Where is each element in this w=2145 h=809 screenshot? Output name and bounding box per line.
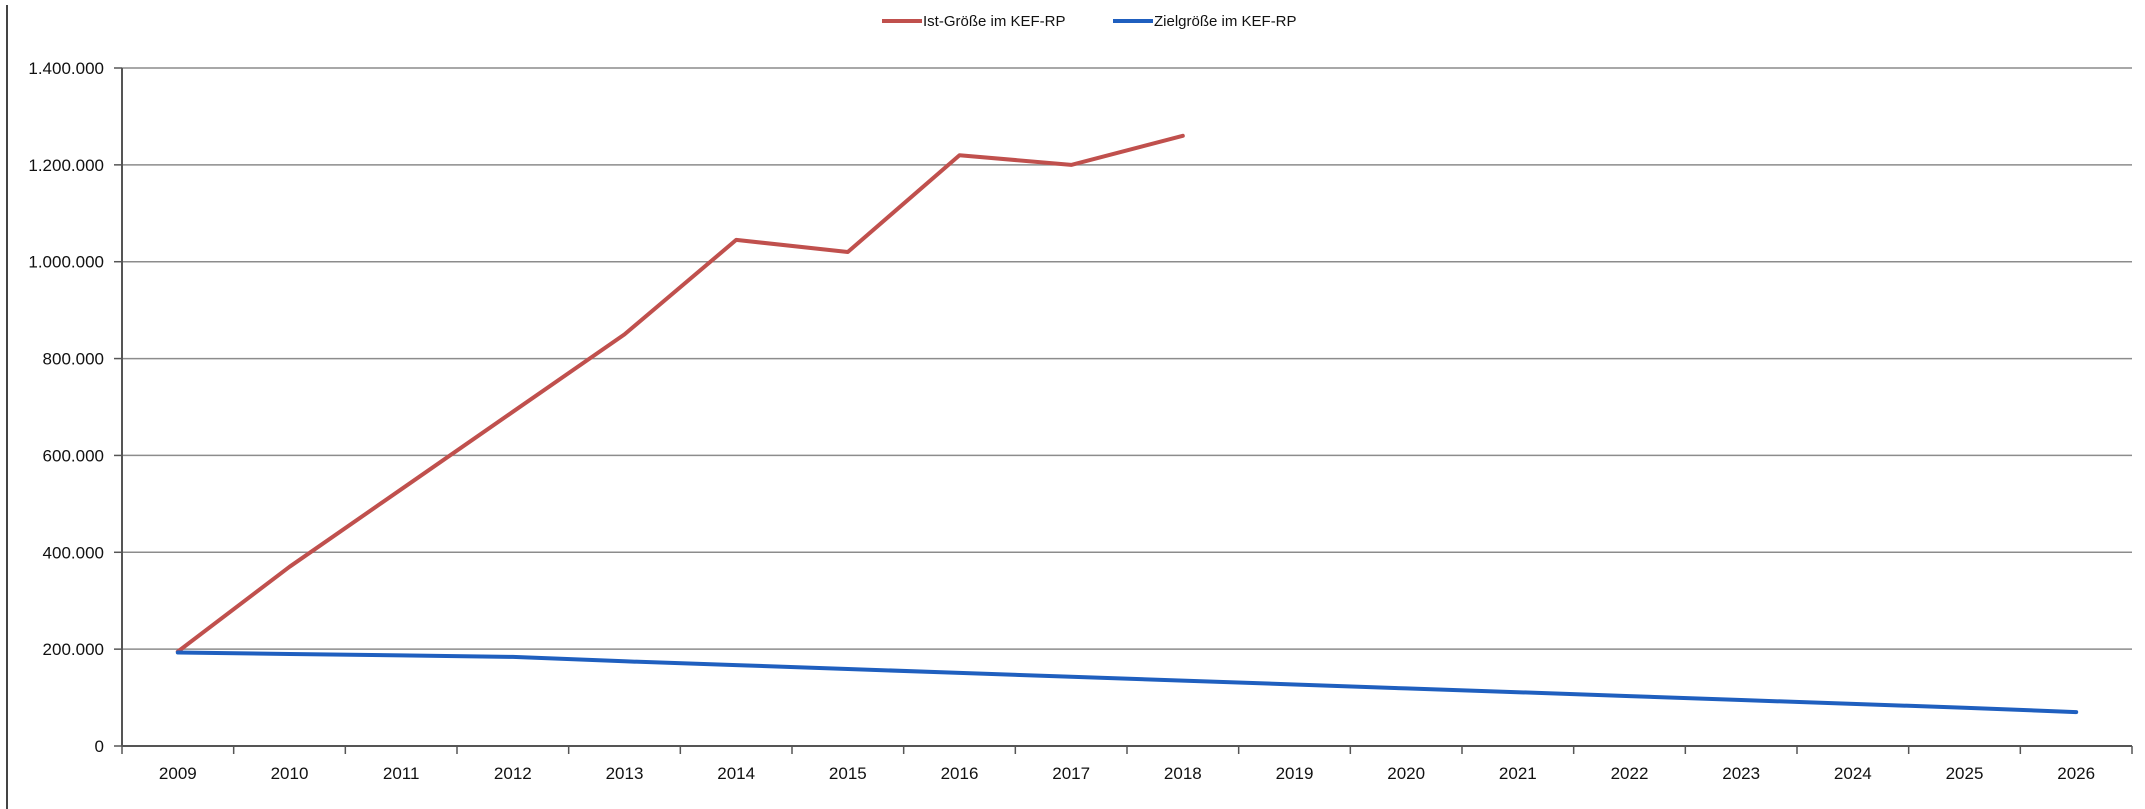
series-line-1 bbox=[175, 133, 1185, 654]
tick-labels: 0 200.000 400.000 600.000 800.000 1.000.000 1.… bbox=[28, 59, 2095, 783]
x-tick-label: 2009 bbox=[159, 764, 197, 783]
x-tick-label: 2023 bbox=[1722, 764, 1760, 783]
series-line-2 bbox=[175, 650, 2079, 715]
series-lines bbox=[175, 133, 2079, 715]
legend-label: Ist-Größe im KEF-RP bbox=[923, 13, 1066, 30]
x-tick-label: 2020 bbox=[1387, 764, 1425, 783]
x-tick-label: 2025 bbox=[1946, 764, 1984, 783]
x-tick-label: 2026 bbox=[2057, 764, 2095, 783]
axes bbox=[114, 67, 2133, 754]
x-tick-label: 2013 bbox=[606, 764, 644, 783]
x-tick-label: 2014 bbox=[717, 764, 755, 783]
legend-label: Zielgröße im KEF-RP bbox=[1154, 13, 1297, 30]
y-tick-label: 600.000 bbox=[43, 446, 104, 465]
y-tick-label: 0 bbox=[95, 737, 104, 756]
x-tick-label: 2016 bbox=[941, 764, 979, 783]
x-tick-label: 2021 bbox=[1499, 764, 1537, 783]
y-tick-label: 800.000 bbox=[43, 350, 104, 369]
x-tick-label: 2022 bbox=[1611, 764, 1649, 783]
x-tick-label: 2024 bbox=[1834, 764, 1872, 783]
x-tick-label: 2015 bbox=[829, 764, 867, 783]
y-tick-label: 1.200.000 bbox=[28, 156, 104, 175]
x-tick-label: 2012 bbox=[494, 764, 532, 783]
gridlines bbox=[122, 67, 2132, 650]
x-tick-label: 2011 bbox=[383, 764, 420, 783]
x-tick-label: 2018 bbox=[1164, 764, 1202, 783]
x-tick-label: 2010 bbox=[271, 764, 309, 783]
x-tick-label: 2017 bbox=[1052, 764, 1090, 783]
y-tick-label: 400.000 bbox=[43, 543, 104, 562]
legend: Ist-Größe im KEF-RP Zielgröße im KEF-RP bbox=[882, 13, 1297, 30]
y-tick-label: 1.400.000 bbox=[28, 59, 104, 78]
x-tick-label: 2019 bbox=[1276, 764, 1314, 783]
y-tick-label: 1.000.000 bbox=[28, 253, 104, 272]
y-tick-label: 200.000 bbox=[43, 640, 104, 659]
